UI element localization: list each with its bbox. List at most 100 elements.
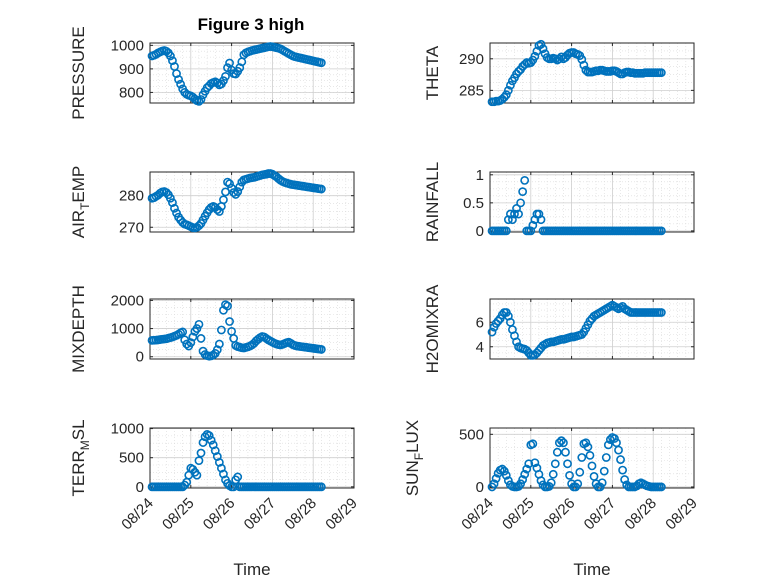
data-point: [219, 195, 228, 205]
y-tick-label: 2000: [111, 292, 144, 309]
data-point: [194, 96, 204, 106]
data-point: [192, 324, 202, 333]
y-tick-label: 500: [119, 450, 144, 467]
data-point: [603, 440, 613, 450]
y-tick-label: 500: [459, 426, 484, 443]
data-markers: [147, 430, 326, 492]
data-point: [577, 453, 587, 462]
data-point: [235, 182, 245, 192]
data-point: [536, 476, 546, 486]
data-point: [501, 90, 511, 100]
data-point: [168, 198, 177, 208]
data-point: [614, 445, 623, 455]
data-point: [214, 207, 224, 216]
data-point: [174, 75, 183, 84]
data-point: [194, 319, 204, 329]
data-point: [233, 187, 243, 196]
data-point: [192, 470, 202, 480]
data-point: [587, 461, 597, 471]
data-point: [656, 68, 666, 78]
data-point: [170, 203, 179, 213]
data-point: [206, 435, 216, 445]
data-point: [530, 215, 540, 225]
data-point: [561, 447, 570, 457]
data-point: [522, 464, 532, 474]
data-markers: [487, 176, 666, 236]
data-point: [194, 221, 204, 231]
data-point: [497, 464, 507, 474]
data-point: [577, 55, 587, 64]
y-tick-label: 900: [119, 61, 144, 78]
axes-box: [149, 42, 355, 104]
data-point: [196, 448, 206, 458]
y-tick-label: 0: [136, 349, 144, 366]
y-tick-label: 280: [119, 188, 144, 205]
data-point: [489, 479, 499, 489]
data-point: [552, 447, 562, 457]
subplot-air-temp: 270 280 AIRTEMP: [69, 166, 355, 239]
data-point: [196, 334, 206, 343]
y-tick-label: 6: [476, 314, 484, 331]
data-point: [512, 204, 521, 213]
data-point: [536, 39, 546, 49]
data-point: [575, 467, 585, 477]
data-point: [487, 327, 497, 337]
data-point: [538, 44, 548, 54]
y-axis-label-2: AIRTEMP: [69, 166, 92, 239]
data-point: [188, 332, 198, 342]
data-point: [534, 209, 544, 219]
data-point: [524, 459, 534, 469]
data-point: [493, 316, 503, 326]
y-tick-label: 0: [476, 223, 484, 240]
y-tick-label: 1000: [111, 321, 144, 338]
data-point: [597, 478, 607, 488]
data-point: [216, 325, 226, 335]
data-point: [233, 472, 243, 482]
data-point: [548, 469, 558, 479]
data-point: [516, 198, 525, 208]
y-axis-label-6: TERRMSL: [69, 419, 92, 496]
subplot-rainfall: 0 0.5 1 RAINFALL: [423, 162, 695, 242]
data-point: [194, 456, 204, 466]
data-point: [316, 58, 326, 68]
data-point: [219, 76, 228, 86]
y-tick-label: 0.5: [463, 195, 484, 212]
y-axis-label-7: SUNFLUX: [403, 420, 426, 496]
data-point: [505, 209, 515, 219]
data-point: [316, 345, 326, 354]
data-point: [221, 187, 230, 197]
data-point: [520, 469, 530, 479]
data-point: [196, 95, 206, 104]
data-point: [577, 330, 587, 339]
data-point: [512, 337, 521, 347]
data-point: [503, 215, 513, 225]
data-point: [557, 436, 566, 446]
data-point: [581, 438, 591, 448]
data-point: [526, 226, 536, 236]
data-markers: [147, 169, 326, 233]
y-axis-label-1: THETA: [423, 45, 442, 100]
y-axis-label-0: PRESSURE: [69, 26, 88, 120]
data-point: [616, 455, 625, 464]
data-point: [514, 209, 523, 219]
data-point: [618, 465, 627, 475]
data-point: [316, 482, 326, 492]
data-point: [505, 80, 515, 90]
data-point: [176, 79, 185, 89]
data-point: [528, 439, 538, 449]
data-point: [182, 339, 192, 349]
data-point: [563, 459, 572, 469]
data-point: [503, 476, 513, 486]
data-point: [656, 482, 666, 492]
y-tick-label: 285: [459, 82, 484, 99]
data-point: [601, 453, 611, 462]
data-markers: [487, 433, 666, 492]
subplot-theta: 285 290 THETA: [423, 39, 695, 107]
data-point: [178, 327, 188, 337]
data-point: [221, 72, 230, 81]
figure-title: Figure 3 high: [198, 15, 305, 34]
data-point: [214, 339, 224, 349]
data-point: [579, 60, 589, 70]
data-point: [491, 474, 501, 483]
